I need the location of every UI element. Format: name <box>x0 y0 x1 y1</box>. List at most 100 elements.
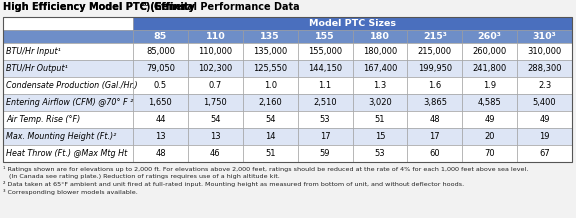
Text: Air Temp. Rise (°F): Air Temp. Rise (°F) <box>6 115 80 124</box>
Bar <box>242 128 298 145</box>
Text: 54: 54 <box>210 115 221 124</box>
Text: 19: 19 <box>539 132 550 141</box>
Text: 4,585: 4,585 <box>478 98 502 107</box>
Bar <box>407 77 463 94</box>
Bar <box>242 60 298 77</box>
Bar <box>3 60 133 77</box>
Bar <box>517 94 572 111</box>
Text: BTU/Hr Input¹: BTU/Hr Input¹ <box>6 47 61 56</box>
Text: 51: 51 <box>265 149 275 158</box>
Text: 46: 46 <box>210 149 221 158</box>
Text: 1,750: 1,750 <box>203 98 227 107</box>
Bar <box>517 111 572 128</box>
Text: Model PTC Sizes: Model PTC Sizes <box>309 19 396 28</box>
Text: 310,000: 310,000 <box>528 47 562 56</box>
Text: 1.0: 1.0 <box>264 81 276 90</box>
Bar <box>3 77 133 94</box>
Text: ) General Performance Data: ) General Performance Data <box>146 2 300 12</box>
Text: 79,050: 79,050 <box>146 64 175 73</box>
Text: 0.7: 0.7 <box>209 81 222 90</box>
Bar <box>188 94 242 111</box>
Bar <box>242 94 298 111</box>
Text: 180,000: 180,000 <box>363 47 397 56</box>
Text: 53: 53 <box>320 115 331 124</box>
Bar <box>3 17 572 162</box>
Text: 54: 54 <box>265 115 275 124</box>
Text: 310³: 310³ <box>533 32 556 41</box>
Text: 260,000: 260,000 <box>472 47 507 56</box>
Bar <box>407 30 463 43</box>
Text: 102,300: 102,300 <box>198 64 233 73</box>
Text: 180: 180 <box>370 32 390 41</box>
Bar <box>298 111 353 128</box>
Bar <box>463 60 517 77</box>
Text: 67: 67 <box>539 149 550 158</box>
Text: 2.3: 2.3 <box>538 81 551 90</box>
Bar <box>463 94 517 111</box>
Text: 70: 70 <box>484 149 495 158</box>
Bar <box>3 128 133 145</box>
Text: 13: 13 <box>155 132 166 141</box>
Text: 48: 48 <box>430 115 440 124</box>
Bar <box>133 17 572 30</box>
Text: 125,550: 125,550 <box>253 64 287 73</box>
Text: 110,000: 110,000 <box>198 47 232 56</box>
Text: 167,400: 167,400 <box>363 64 397 73</box>
Bar <box>298 128 353 145</box>
Bar <box>353 77 407 94</box>
Text: 1.1: 1.1 <box>319 81 332 90</box>
Text: 2,160: 2,160 <box>258 98 282 107</box>
Bar <box>133 77 188 94</box>
Text: 17: 17 <box>320 132 331 141</box>
Text: 135: 135 <box>260 32 280 41</box>
Text: 135,000: 135,000 <box>253 47 287 56</box>
Text: 1.3: 1.3 <box>373 81 386 90</box>
Bar <box>353 111 407 128</box>
Bar <box>188 77 242 94</box>
Text: 110: 110 <box>206 32 225 41</box>
Bar <box>517 30 572 43</box>
Text: BTU/Hr Output¹: BTU/Hr Output¹ <box>6 64 68 73</box>
Text: 49: 49 <box>484 115 495 124</box>
Text: 260³: 260³ <box>478 32 502 41</box>
Text: ³ Corresponding blower models available.: ³ Corresponding blower models available. <box>3 189 138 194</box>
Bar <box>133 145 188 162</box>
Text: 144,150: 144,150 <box>308 64 342 73</box>
Bar <box>463 145 517 162</box>
Text: 1.6: 1.6 <box>428 81 441 90</box>
Bar <box>242 30 298 43</box>
Bar <box>133 60 188 77</box>
Bar <box>353 94 407 111</box>
Text: 59: 59 <box>320 149 330 158</box>
Bar <box>242 77 298 94</box>
Bar <box>353 30 407 43</box>
Text: 85: 85 <box>154 32 167 41</box>
Bar <box>188 30 242 43</box>
Text: 85,000: 85,000 <box>146 47 175 56</box>
Text: 44: 44 <box>155 115 166 124</box>
Text: 215³: 215³ <box>423 32 447 41</box>
Bar <box>463 30 517 43</box>
Text: 48: 48 <box>155 149 166 158</box>
Bar <box>353 145 407 162</box>
Bar <box>188 145 242 162</box>
Text: 5,400: 5,400 <box>533 98 556 107</box>
Text: Entering Airflow (CFM) @70° F ²: Entering Airflow (CFM) @70° F ² <box>6 98 134 107</box>
Text: 1.9: 1.9 <box>483 81 497 90</box>
Text: 15: 15 <box>374 132 385 141</box>
Text: 3,865: 3,865 <box>423 98 447 107</box>
Text: 20: 20 <box>484 132 495 141</box>
Text: 288,300: 288,300 <box>527 64 562 73</box>
Bar <box>242 43 298 60</box>
Bar <box>188 43 242 60</box>
Bar <box>133 43 188 60</box>
Bar <box>298 30 353 43</box>
Bar <box>133 30 188 43</box>
Text: 1,650: 1,650 <box>149 98 172 107</box>
Bar <box>517 60 572 77</box>
Bar <box>407 60 463 77</box>
Text: High Efficiency Model PTC (Effinity: High Efficiency Model PTC (Effinity <box>3 2 195 12</box>
Text: 17: 17 <box>430 132 440 141</box>
Bar <box>3 17 133 30</box>
Bar <box>188 128 242 145</box>
